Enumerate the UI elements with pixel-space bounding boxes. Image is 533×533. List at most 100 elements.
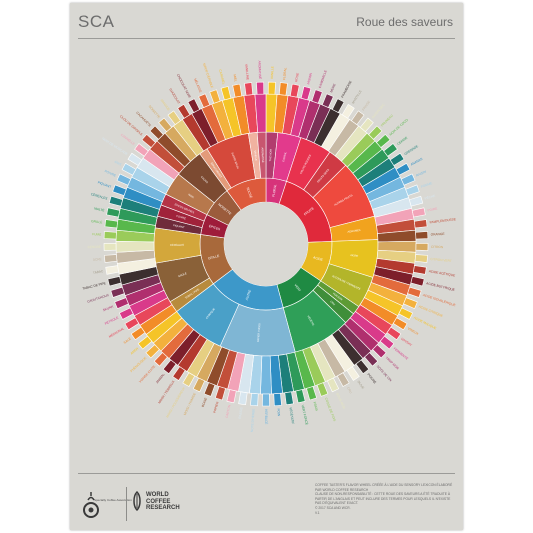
outer-spoke xyxy=(220,86,232,101)
middle-segment-label: THÉ NOIR xyxy=(267,149,273,162)
outer-flavor-label: ACIDE MALIQUE xyxy=(413,316,437,331)
outer-flavor-label: FRAISE xyxy=(361,100,371,112)
outer-flavor-label: POIRE xyxy=(427,207,438,213)
outer-flavor-label: NOIX DE COCO xyxy=(389,118,410,137)
outer-spoke xyxy=(145,344,160,359)
outer-spoke xyxy=(238,391,248,406)
outer-spoke xyxy=(351,110,365,126)
outer-spoke xyxy=(114,297,129,310)
middle-segment-label: PIQUANT xyxy=(173,223,185,229)
outer-spoke xyxy=(110,286,125,298)
outer-flavor-label: FERMENTÉ xyxy=(393,346,410,361)
outer-flavor-label: ÂCRE xyxy=(93,257,102,262)
outer-spoke xyxy=(153,352,168,367)
outer-spoke xyxy=(141,133,156,148)
outer-flavor-label: ACIDE CITRIQUE xyxy=(418,304,443,317)
outer-spoke xyxy=(414,254,428,263)
outer-spoke xyxy=(134,143,149,157)
outer-spoke xyxy=(278,82,288,96)
outer-spoke xyxy=(359,117,374,133)
outer-flavor-label: CARTON xyxy=(225,404,232,419)
outer-spoke xyxy=(127,152,143,166)
outer-flavor-label: VANILLINE xyxy=(244,64,250,80)
outer-spoke xyxy=(336,372,350,387)
outer-spoke xyxy=(149,125,164,140)
inner-segment-label: AUTRE xyxy=(245,289,252,301)
outer-flavor-label: CENDRÉ xyxy=(88,244,102,249)
outer-spoke xyxy=(108,195,124,207)
outer-flavor-label: SOUS-MÛR xyxy=(335,392,347,410)
outer-spoke xyxy=(273,392,282,407)
outer-spoke xyxy=(403,297,418,310)
outer-flavor-label: VERT FONCÉ xyxy=(300,404,309,425)
outer-flavor-label: PAMPLEMOUSSE xyxy=(429,217,456,224)
outer-flavor-label: ACIDE ACÉTIQUE xyxy=(428,268,455,277)
outer-flavor-label: PIQUANT xyxy=(97,180,112,189)
credits-block: COFFEE TASTER'S FLAVOR WHEEL CRÉÉE À L'A… xyxy=(315,483,455,515)
outer-spoke xyxy=(295,389,306,404)
middle-segment-label: CACAO xyxy=(200,175,209,184)
outer-flavor-label: PÊCHE xyxy=(424,193,436,201)
outer-flavor-label: MÛRE xyxy=(328,83,336,94)
middle-segment-label: AROMATISÉ xyxy=(260,147,266,163)
page-subtitle: Roue des saveurs xyxy=(356,15,453,29)
outer-flavor-label: NOISETTE xyxy=(148,104,161,119)
outer-spoke xyxy=(376,133,391,148)
outer-flavor-label: GRENADE xyxy=(403,144,418,156)
outer-spoke xyxy=(198,93,211,108)
middle-segment-label: VANILLE xyxy=(253,150,258,161)
outer-flavor-label: FRAIS xyxy=(312,401,319,411)
wheel-center xyxy=(224,202,308,286)
outer-flavor-label: ACIDE ISOVALÉRIQUE xyxy=(422,292,456,307)
outer-spoke xyxy=(372,344,387,359)
middle-segment-label: NOIX xyxy=(187,192,195,199)
middle-segment-label: CÉRÉALES xyxy=(170,242,184,247)
middle-segment-label: HUILEUX xyxy=(332,291,344,301)
middle-segment-label: VÉGÉTAL xyxy=(306,314,317,327)
outer-flavor-label: POIVRÉ xyxy=(366,372,377,385)
outer-spoke xyxy=(316,382,329,397)
footer-divider xyxy=(78,473,455,474)
outer-spoke xyxy=(408,195,424,207)
outer-spoke xyxy=(232,83,243,98)
outer-flavor-label: FRAMBOISE xyxy=(340,80,352,99)
outer-spoke xyxy=(203,382,216,397)
outer-flavor-label: HERBACÉ xyxy=(264,409,269,424)
outer-flavor-label: CERISE xyxy=(396,136,408,146)
middle-segment-label: CHIMIQUE xyxy=(205,307,216,320)
outer-spoke xyxy=(107,276,122,287)
outer-spoke xyxy=(177,103,191,119)
outer-spoke xyxy=(104,254,118,263)
outer-spoke xyxy=(172,366,186,381)
outer-flavor-label: CÉRÉALES xyxy=(90,191,108,200)
credits-line: CLAUSE DE NON-RESPONSABILITÉ : CETTE ROU… xyxy=(315,492,451,506)
outer-flavor-label: RAISIN xyxy=(415,169,427,177)
outer-flavor-label: MIEL xyxy=(232,74,237,82)
middle-segment-label: BRÛLÉ xyxy=(177,270,187,278)
outer-spoke xyxy=(226,389,237,404)
outer-flavor-label: TROP MÛR xyxy=(385,355,401,371)
credits-line: © 2017 SCA AND WCR. xyxy=(315,505,351,510)
outer-flavor-label: MYRTILLE xyxy=(351,89,363,104)
middle-segment-label: SUCRE BRUN xyxy=(230,152,240,170)
outer-flavor-label: ORANGE xyxy=(431,232,445,237)
outer-flavor-label: MALTÉ xyxy=(94,206,105,213)
outer-spoke xyxy=(392,317,408,331)
outer-flavor-label: GRILLÉ xyxy=(91,218,103,224)
outer-flavor-label: ANIS xyxy=(114,160,122,167)
outer-flavor-label: FOIN xyxy=(276,408,281,417)
outer-flavor-label: AROMATISÉ xyxy=(257,60,263,79)
outer-flavor-label: CANNELLE xyxy=(120,133,136,146)
outer-flavor-label: VÉGÉTATIF xyxy=(288,407,295,425)
outer-flavor-label: CHOCOLAT NOIR xyxy=(176,73,192,99)
outer-flavor-label: VANILLE xyxy=(270,66,274,79)
inner-segment-label: ACIDE xyxy=(313,255,323,262)
outer-flavor-label: CHOCOLAT xyxy=(168,88,181,105)
outer-spoke xyxy=(284,391,294,406)
outer-spoke xyxy=(103,231,117,240)
outer-spoke xyxy=(395,162,411,176)
outer-spoke xyxy=(321,93,334,108)
inner-segment-label: FLORAL xyxy=(271,184,277,197)
outer-flavor-label: MOISI / HUMIDE xyxy=(183,392,197,416)
outer-segment xyxy=(260,355,272,395)
